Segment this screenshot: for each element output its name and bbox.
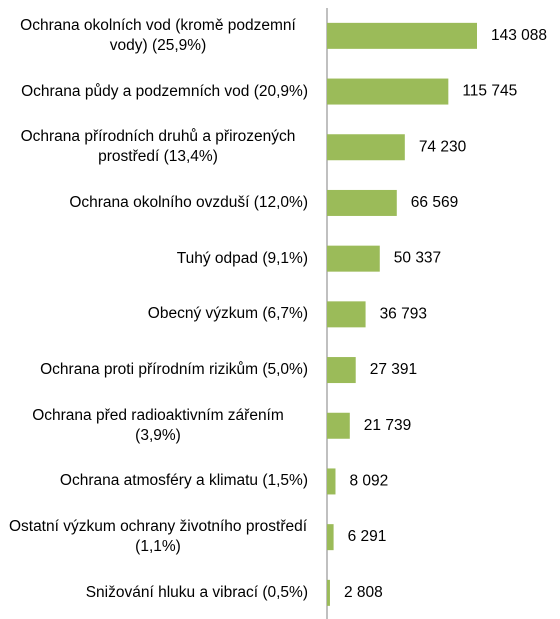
category-text: Ochrana půdy a podzemních vod (20,9%) [21, 82, 308, 100]
bar [327, 357, 356, 384]
bar [327, 468, 336, 495]
category-label: Obecný výzkum (6,7%) [0, 287, 308, 343]
bar [327, 22, 477, 49]
bar [327, 78, 449, 105]
category-label: Ochrana okolních vod (kromě podzemní vod… [0, 8, 308, 64]
bar [327, 301, 366, 328]
bar [327, 245, 380, 272]
category-label: Ochrana atmosféry a klimatu (1,5%) [0, 454, 308, 510]
category-text: Obecný výzkum (6,7%) [147, 305, 308, 323]
category-text: Snižování hluku a vibrací (0,5%) [85, 583, 308, 601]
category-label: Ostatní výzkum ochrany životního prostře… [0, 509, 308, 565]
category-text: Ochrana před radioaktivním zářením (3,9%… [32, 406, 284, 444]
value-label: 66 569 [411, 194, 458, 211]
category-text: Tuhý odpad (9,1%) [176, 249, 308, 267]
value-label: 2 808 [344, 584, 383, 601]
category-label: Ochrana okolního ovzduší (12,0%) [0, 175, 308, 231]
category-text: Ochrana atmosféry a klimatu (1,5%) [59, 472, 308, 490]
bar [327, 134, 405, 161]
bar [327, 524, 334, 551]
value-label: 21 739 [364, 417, 411, 434]
category-label: Tuhý odpad (9,1%) [0, 231, 308, 287]
value-label: 27 391 [370, 361, 417, 378]
category-text: Ochrana proti přírodním rizikům (5,0%) [40, 361, 308, 379]
category-label: Ochrana přírodních druhů a přirozených p… [0, 119, 308, 175]
value-label: 115 745 [462, 83, 517, 100]
bar [327, 579, 330, 606]
value-label: 50 337 [394, 250, 441, 267]
bar [327, 412, 350, 439]
category-label: Ochrana půdy a podzemních vod (20,9%) [0, 64, 308, 120]
value-label: 74 230 [419, 138, 467, 155]
category-label: Ochrana proti přírodním rizikům (5,0%) [0, 342, 308, 398]
category-text: Ochrana okolního ovzduší (12,0%) [69, 193, 308, 211]
category-text: Ostatní výzkum ochrany životního prostře… [8, 518, 308, 556]
value-label: 8 092 [349, 473, 388, 490]
category-label: Ochrana před radioaktivním zářením (3,9%… [0, 398, 308, 454]
category-label: Snižování hluku a vibrací (0,5%) [0, 565, 308, 619]
value-label: 6 291 [348, 528, 387, 545]
value-label: 143 088 [491, 27, 547, 44]
value-label: 36 793 [380, 305, 427, 322]
category-text: Ochrana přírodních druhů a přirozených p… [20, 128, 296, 166]
category-text: Ochrana okolních vod (kromě podzemní vod… [20, 16, 296, 54]
bar [327, 189, 397, 216]
